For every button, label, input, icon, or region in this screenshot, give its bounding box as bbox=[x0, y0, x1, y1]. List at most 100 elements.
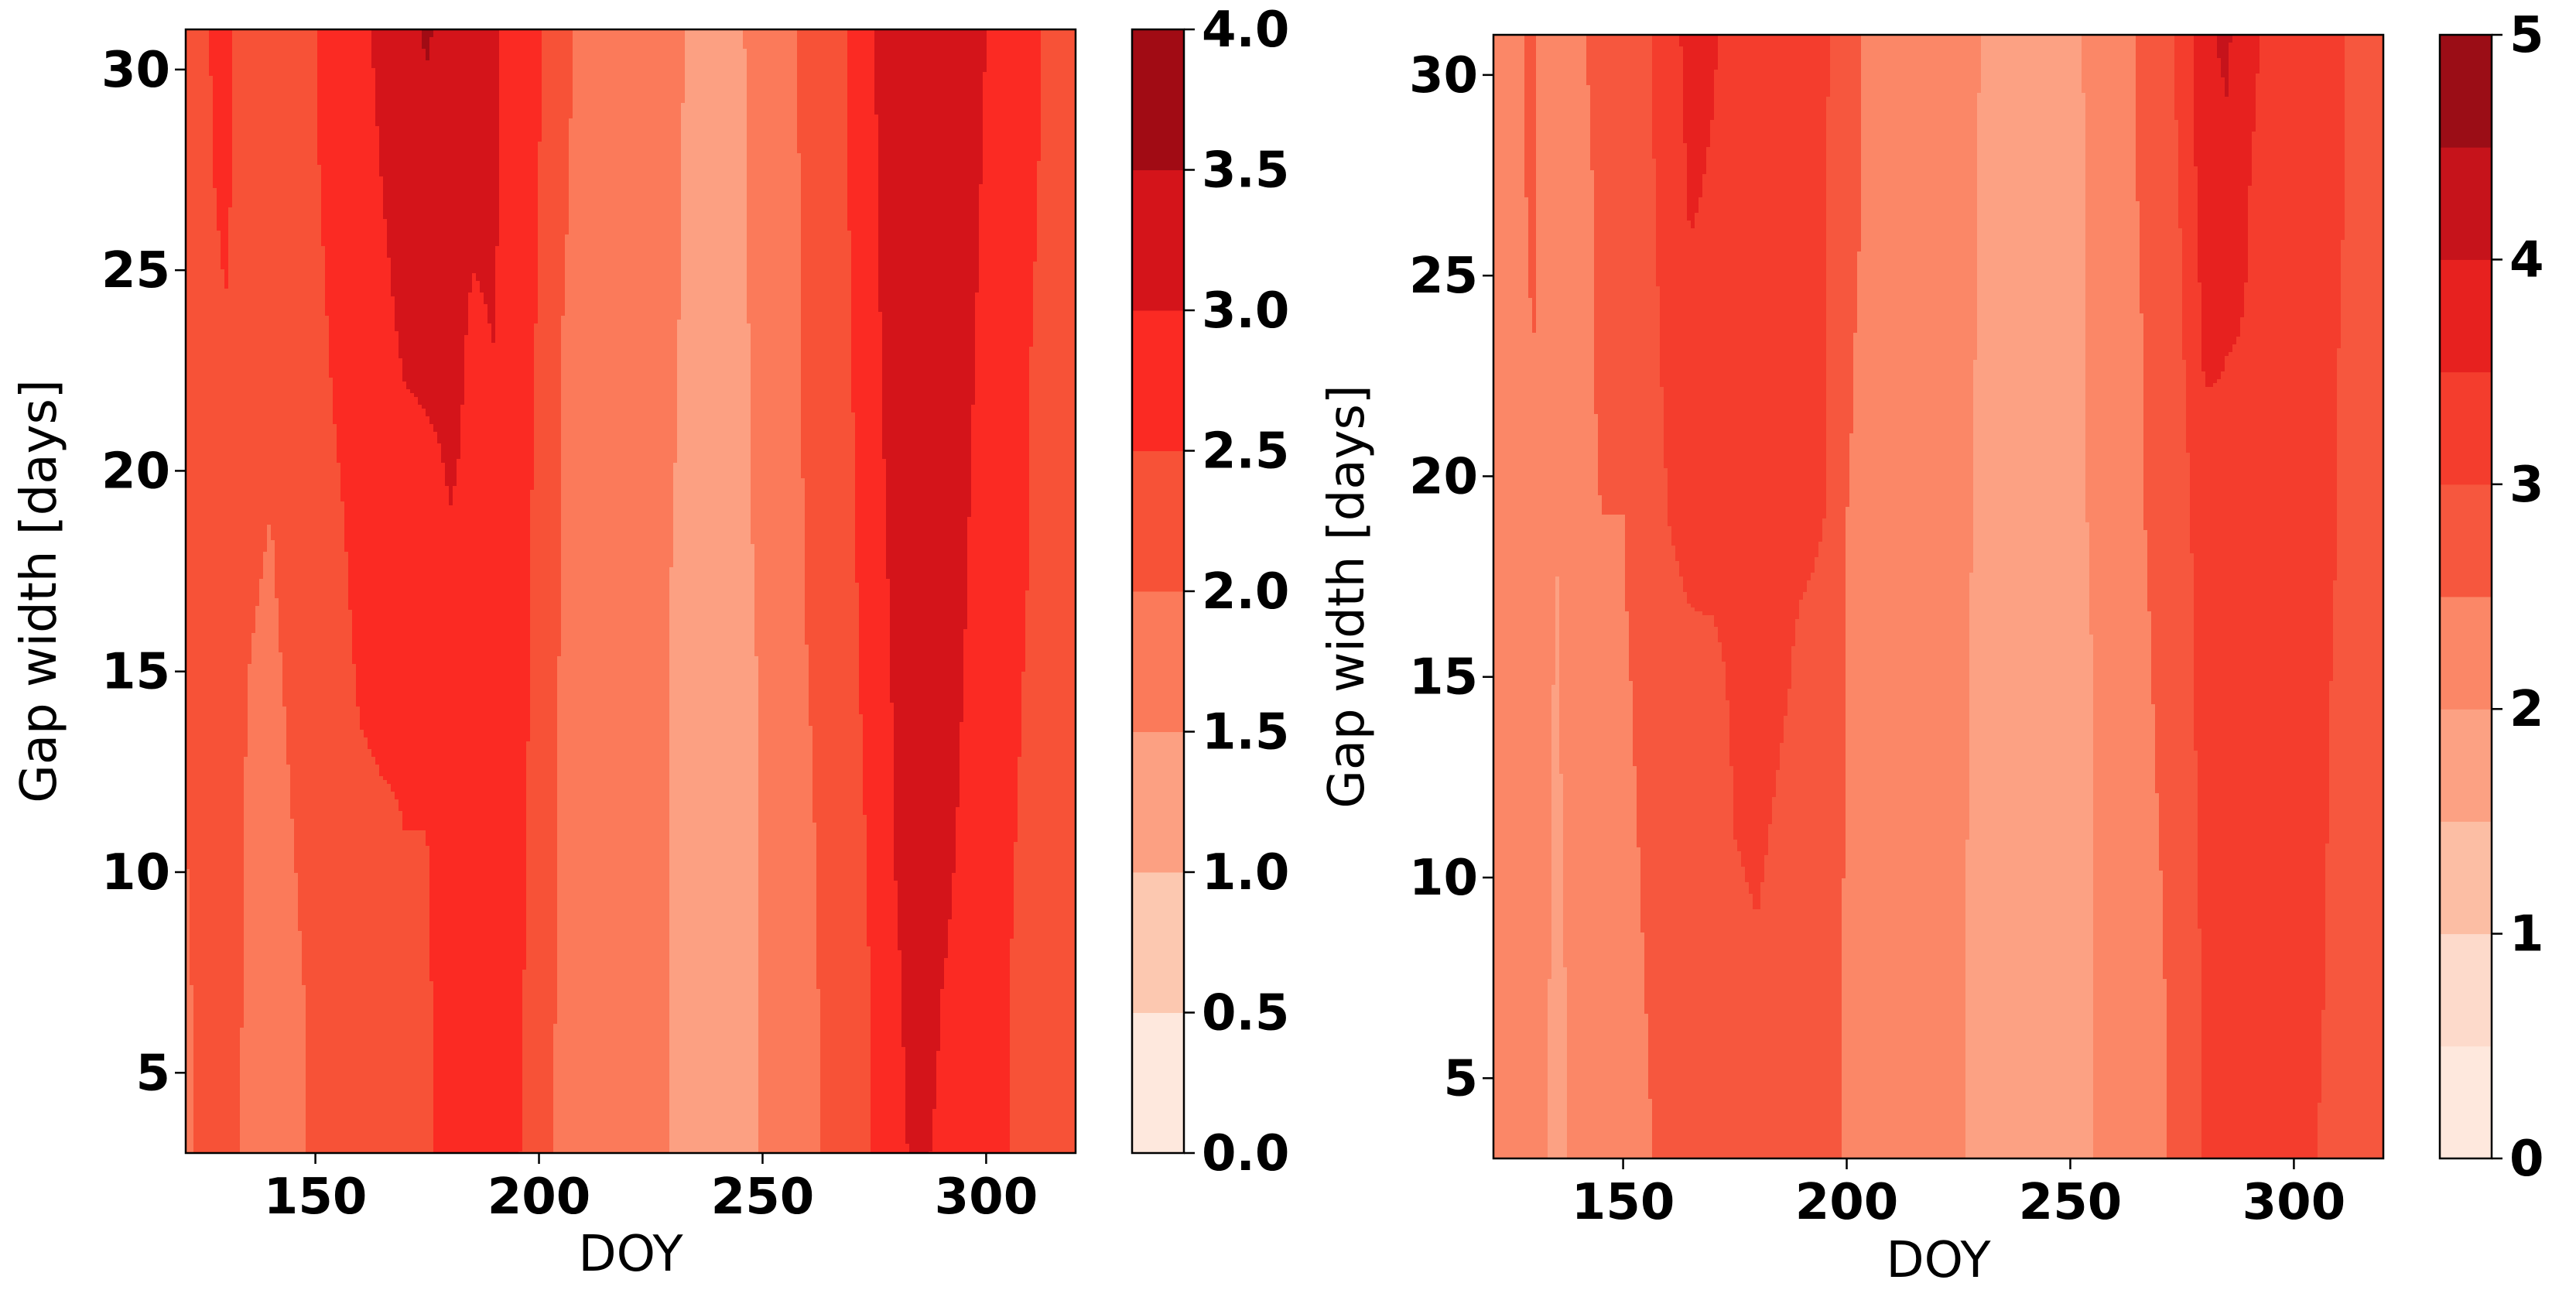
contour-cell bbox=[1652, 97, 1684, 101]
contour-cell bbox=[855, 579, 891, 583]
contour-cell bbox=[449, 490, 453, 494]
contour-cell bbox=[1977, 209, 2086, 214]
contour-cell bbox=[557, 714, 670, 719]
contour-cell bbox=[429, 919, 527, 924]
contour-cell bbox=[2345, 228, 2383, 233]
contour-cell bbox=[669, 826, 759, 831]
contour-cell bbox=[1041, 84, 1076, 88]
contour-cell bbox=[677, 331, 751, 336]
contour-cell bbox=[801, 327, 852, 332]
contour-cell bbox=[232, 173, 322, 177]
contour-cell bbox=[987, 37, 1042, 42]
contour-cell bbox=[851, 238, 879, 243]
contour-cell bbox=[460, 416, 535, 421]
contour-cell bbox=[2178, 163, 2195, 167]
contour-cell bbox=[2194, 143, 2253, 148]
contour-cell bbox=[1652, 139, 1684, 144]
contour-cell bbox=[391, 265, 496, 270]
contour-cell bbox=[871, 1020, 902, 1025]
contour-cell bbox=[809, 722, 864, 727]
contour-cell bbox=[758, 768, 813, 773]
contour-cell bbox=[186, 699, 248, 703]
contour-cell bbox=[1021, 707, 1076, 711]
contour-cell bbox=[279, 621, 353, 626]
contour-cell bbox=[963, 707, 1022, 711]
contour-cell bbox=[499, 176, 539, 181]
contour-cell bbox=[669, 753, 759, 758]
contour-cell bbox=[669, 1124, 759, 1129]
contour-cell bbox=[983, 134, 1042, 139]
contour-cell bbox=[468, 316, 488, 320]
contour-cell bbox=[530, 722, 558, 727]
contour-cell bbox=[874, 29, 987, 34]
contour-cell bbox=[751, 447, 802, 452]
contour-cell bbox=[186, 308, 326, 313]
contour-cell bbox=[754, 625, 806, 630]
contour-cell bbox=[979, 196, 1038, 200]
contour-cell bbox=[1025, 606, 1076, 611]
contour-cell bbox=[429, 49, 500, 53]
contour-cell bbox=[1981, 70, 2082, 74]
contour-cell bbox=[429, 861, 527, 866]
contour-cell bbox=[669, 803, 759, 808]
contour-cell bbox=[851, 354, 883, 359]
contour-cell bbox=[379, 157, 500, 162]
contour-cell bbox=[2221, 66, 2229, 70]
colorbar-segment bbox=[1132, 731, 1184, 873]
contour-cell bbox=[1594, 228, 1657, 233]
contour-cell bbox=[1493, 147, 1525, 152]
contour-cell bbox=[352, 637, 531, 642]
contour-cell bbox=[557, 749, 670, 754]
contour-cell bbox=[979, 219, 1038, 224]
contour-cell bbox=[499, 41, 542, 46]
contour-cell bbox=[433, 1070, 523, 1075]
contour-cell bbox=[797, 111, 848, 115]
contour-cell bbox=[2085, 112, 2136, 117]
contour-cell bbox=[499, 180, 539, 185]
contour-cell bbox=[1861, 132, 1978, 136]
contour-cell bbox=[1683, 139, 1711, 144]
contour-cell bbox=[244, 819, 295, 823]
contour-cell bbox=[669, 718, 759, 723]
contour-cell bbox=[971, 440, 1030, 444]
contour-cell bbox=[816, 888, 867, 893]
contour-cell bbox=[534, 486, 562, 491]
contour-cell bbox=[186, 501, 345, 506]
contour-cell bbox=[859, 687, 891, 692]
contour-cell bbox=[557, 668, 670, 672]
contour-cell bbox=[669, 679, 759, 684]
contour-cell bbox=[669, 1090, 759, 1094]
contour-cell bbox=[816, 966, 871, 970]
contour-cell bbox=[1029, 513, 1076, 518]
contour-cell bbox=[499, 118, 542, 123]
contour-cell bbox=[325, 269, 392, 274]
contour-cell bbox=[538, 273, 566, 278]
contour-cell bbox=[867, 904, 898, 908]
contour-cell bbox=[2082, 89, 2136, 94]
contour-cell bbox=[1830, 58, 1862, 63]
contour-cell bbox=[1493, 209, 1529, 214]
contour-cell bbox=[1029, 351, 1076, 355]
contour-cell bbox=[1010, 1128, 1076, 1133]
contour-cell bbox=[429, 904, 527, 908]
contour-cell bbox=[867, 908, 898, 912]
contour-cell bbox=[186, 211, 217, 216]
contour-cell bbox=[983, 118, 1042, 123]
contour-cell bbox=[499, 29, 542, 34]
contour-cell bbox=[1977, 213, 2086, 217]
contour-cell bbox=[677, 401, 751, 405]
contour-cell bbox=[747, 234, 802, 239]
contour-cell bbox=[1021, 695, 1076, 700]
contour-cell bbox=[306, 1113, 434, 1117]
contour-cell bbox=[758, 741, 813, 746]
contour-cell bbox=[2217, 35, 2233, 39]
contour-cell bbox=[2345, 163, 2383, 167]
contour-cell bbox=[863, 745, 895, 750]
contour-cell bbox=[232, 204, 322, 208]
contour-cell bbox=[797, 115, 848, 119]
contour-cell bbox=[743, 45, 798, 50]
contour-cell bbox=[758, 799, 813, 804]
contour-cell bbox=[1826, 128, 1862, 132]
contour-cell bbox=[542, 122, 570, 127]
contour-cell bbox=[1536, 139, 1591, 144]
